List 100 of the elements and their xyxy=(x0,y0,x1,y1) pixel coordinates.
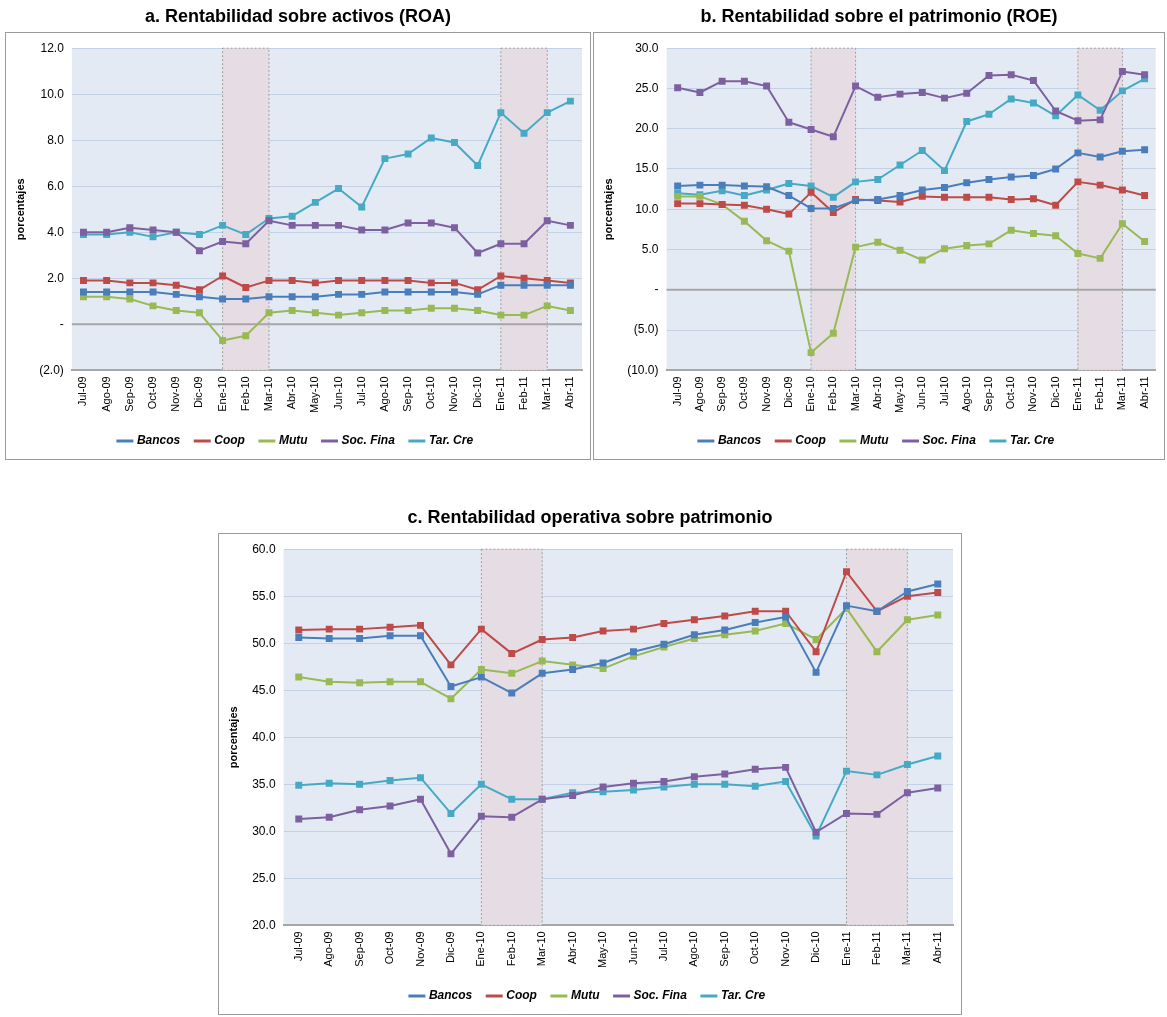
x-tick-label: Sep-09 xyxy=(122,376,135,412)
y-axis-title: porcentajes xyxy=(226,706,239,769)
x-tick-label: Sep-10 xyxy=(717,931,730,967)
x-tick-label: Ene-10 xyxy=(215,376,228,412)
y-tick-label: 60.0 xyxy=(252,541,276,556)
x-tick-label: Oct-09 xyxy=(737,376,750,410)
legend-label: Coop xyxy=(214,433,245,448)
x-tick-label: Jul-09 xyxy=(670,376,683,407)
x-tick-label: May-10 xyxy=(596,931,609,969)
x-tick-label: Nov-10 xyxy=(778,931,791,967)
legend-label: Bancos xyxy=(428,988,473,1003)
x-tick-label: Mar-11 xyxy=(1115,376,1128,411)
legend-label: Tar. Cre xyxy=(1009,433,1055,448)
x-tick-label: Ago-10 xyxy=(377,376,390,412)
legend-label: Bancos xyxy=(136,433,181,448)
y-tick-label: 55.0 xyxy=(252,588,276,603)
legend-label: Tar. Cre xyxy=(720,988,766,1003)
y-tick-label: - xyxy=(59,316,64,331)
y-tick-label: 40.0 xyxy=(252,729,276,744)
x-tick-label: Jul-09 xyxy=(76,376,89,407)
chart-title: b. Rentabilidad sobre el patrimonio (ROE) xyxy=(699,5,1059,28)
y-tick-label: 20.0 xyxy=(252,917,276,932)
legend-label: Coop xyxy=(795,433,826,448)
x-tick-label: Jul-10 xyxy=(656,931,669,962)
x-tick-label: Ene-10 xyxy=(804,376,817,412)
x-tick-label: Nov-09 xyxy=(759,376,772,412)
y-tick-label: (2.0) xyxy=(39,362,64,377)
y-tick-label: 25.0 xyxy=(635,80,659,95)
legend-label: Mutu xyxy=(570,988,601,1003)
x-tick-label: Oct-10 xyxy=(748,931,761,965)
x-tick-label: Jun-10 xyxy=(915,376,928,410)
x-tick-label: Sep-09 xyxy=(715,376,728,412)
x-tick-label: Dic-10 xyxy=(1048,376,1061,409)
y-tick-label: 6.0 xyxy=(47,178,65,193)
y-tick-label: (10.0) xyxy=(627,362,659,377)
x-tick-label: Oct-10 xyxy=(424,376,437,410)
x-tick-label: May-10 xyxy=(893,376,906,414)
x-tick-label: Jul-09 xyxy=(291,931,304,962)
legend-label: Coop xyxy=(506,988,537,1003)
x-tick-label: Jun-10 xyxy=(331,376,344,410)
y-tick-label: 30.0 xyxy=(252,823,276,838)
x-tick-label: Feb-11 xyxy=(869,931,882,966)
y-tick-label: 50.0 xyxy=(252,635,276,650)
x-tick-label: Abr-11 xyxy=(1137,376,1150,409)
y-tick-label: 12.0 xyxy=(40,40,65,55)
x-tick-label: Mar-10 xyxy=(262,376,274,412)
x-tick-label: Mar-11 xyxy=(540,376,553,411)
x-tick-label: Feb-10 xyxy=(504,931,517,967)
x-tick-label: Ene-11 xyxy=(493,376,506,411)
y-axis-title: porcentajes xyxy=(601,178,614,241)
legend-label: Soc. Fina xyxy=(922,433,977,448)
chart-title: a. Rentabilidad sobre activos (ROA) xyxy=(143,5,453,28)
x-tick-label: Mar-10 xyxy=(848,376,861,412)
x-tick-label: Feb-11 xyxy=(1093,376,1106,411)
x-tick-label: Nov-10 xyxy=(447,376,460,412)
x-tick-label: Ago-09 xyxy=(692,376,705,412)
x-tick-label: Oct-09 xyxy=(146,376,159,410)
x-tick-label: Abr-11 xyxy=(563,376,576,409)
legend-label: Mutu xyxy=(278,433,309,448)
x-tick-label: Dic-10 xyxy=(809,931,822,964)
x-tick-label: Nov-09 xyxy=(413,931,426,967)
y-tick-label: 4.0 xyxy=(47,224,65,239)
legend-label: Bancos xyxy=(717,433,762,448)
x-tick-label: Abr-10 xyxy=(285,376,298,410)
x-tick-label: Jul-10 xyxy=(354,376,367,407)
x-tick-label: Ago-10 xyxy=(959,376,972,412)
y-tick-label: - xyxy=(654,282,659,297)
x-tick-label: Feb-10 xyxy=(238,376,251,412)
y-tick-label: 35.0 xyxy=(252,776,276,791)
x-tick-label: Dic-09 xyxy=(443,931,456,964)
y-tick-label: 25.0 xyxy=(252,870,276,885)
x-tick-label: Oct-10 xyxy=(1004,376,1017,410)
y-tick-label: 5.0 xyxy=(641,241,659,256)
x-tick-label: Jul-10 xyxy=(937,376,950,407)
x-tick-label: Sep-09 xyxy=(352,931,365,967)
x-tick-label: Abr-11 xyxy=(930,931,943,964)
x-tick-label: May-10 xyxy=(308,376,321,414)
y-tick-label: 2.0 xyxy=(47,270,65,285)
y-tick-label: (5.0) xyxy=(633,322,659,337)
x-tick-label: Mar-11 xyxy=(900,931,913,966)
x-tick-label: Sep-10 xyxy=(401,376,414,412)
y-tick-label: 20.0 xyxy=(635,121,659,136)
y-tick-label: 8.0 xyxy=(47,132,65,147)
x-tick-label: Jun-10 xyxy=(626,931,639,965)
y-tick-label: 10.0 xyxy=(40,86,65,101)
x-tick-label: Nov-10 xyxy=(1026,376,1039,412)
x-tick-label: Dic-10 xyxy=(470,376,483,409)
x-tick-label: Dic-09 xyxy=(781,376,794,409)
y-tick-label: 30.0 xyxy=(635,40,659,55)
x-tick-label: Ene-10 xyxy=(474,931,487,967)
y-tick-label: 15.0 xyxy=(635,161,659,176)
x-tick-label: Ago-10 xyxy=(687,931,700,967)
legend-label: Soc. Fina xyxy=(633,988,688,1003)
legend-label: Mutu xyxy=(859,433,890,448)
x-tick-label: Sep-10 xyxy=(982,376,994,412)
x-tick-label: Dic-09 xyxy=(192,376,205,409)
x-tick-label: Ene-11 xyxy=(839,931,852,966)
y-tick-label: 45.0 xyxy=(252,682,276,697)
y-tick-label: 10.0 xyxy=(635,201,659,216)
x-tick-label: Abr-10 xyxy=(870,376,883,410)
